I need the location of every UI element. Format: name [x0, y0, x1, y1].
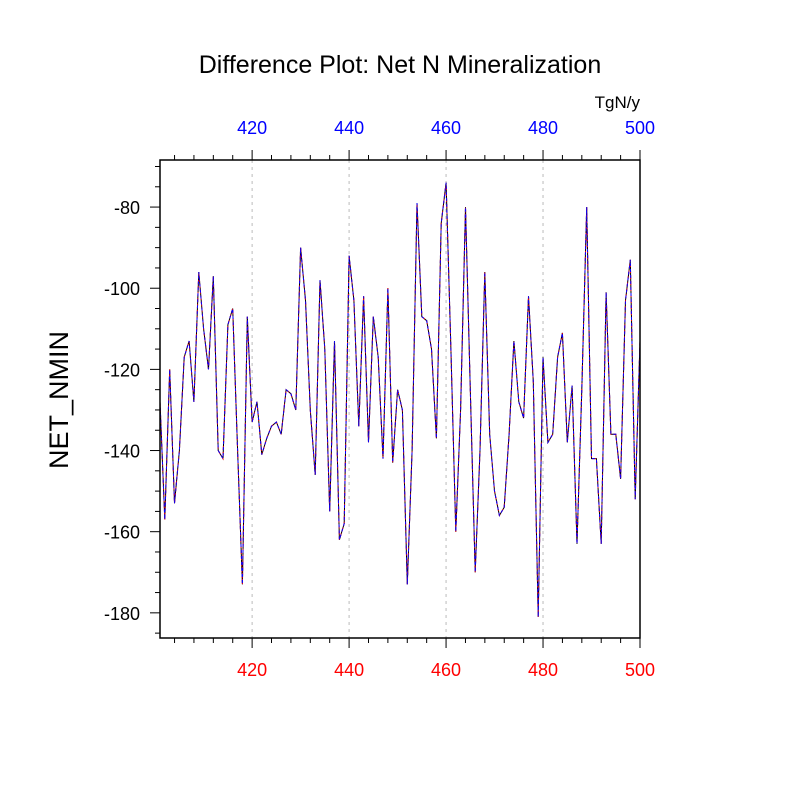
y-tick-label: -120 — [104, 360, 140, 380]
x-tick-label-top: 440 — [334, 118, 364, 138]
x-tick-label-bottom: 480 — [528, 660, 558, 680]
chart-title: Difference Plot: Net N Mineralization — [199, 51, 602, 79]
series-lines — [159, 182, 641, 617]
y-tick-label: -100 — [104, 279, 140, 299]
y-tick-label: -140 — [104, 442, 140, 462]
x-tick-label-top: 500 — [625, 118, 655, 138]
axis-ticks: 420 420 440 440 460 460 480 480 500 500 -80 -100 -12… — [104, 118, 655, 680]
x-tick-label-bottom: 420 — [237, 660, 267, 680]
x-tick-label-bottom: 460 — [431, 660, 461, 680]
series-line-2 — [159, 182, 641, 617]
y-tick-label: -160 — [104, 523, 140, 543]
x-tick-label-top: 460 — [431, 118, 461, 138]
units-label: TgN/y — [595, 93, 641, 112]
x-tick-label-bottom: 440 — [334, 660, 364, 680]
plot-frame — [159, 159, 641, 639]
x-tick-label-top: 480 — [528, 118, 558, 138]
x-tick-label-bottom: 500 — [625, 660, 655, 680]
y-axis-label: NET_NMIN — [44, 331, 74, 469]
x-tick-label-top: 420 — [237, 118, 267, 138]
grid — [251, 160, 544, 638]
y-tick-label: -80 — [114, 198, 140, 218]
y-tick-label: -180 — [104, 604, 140, 624]
